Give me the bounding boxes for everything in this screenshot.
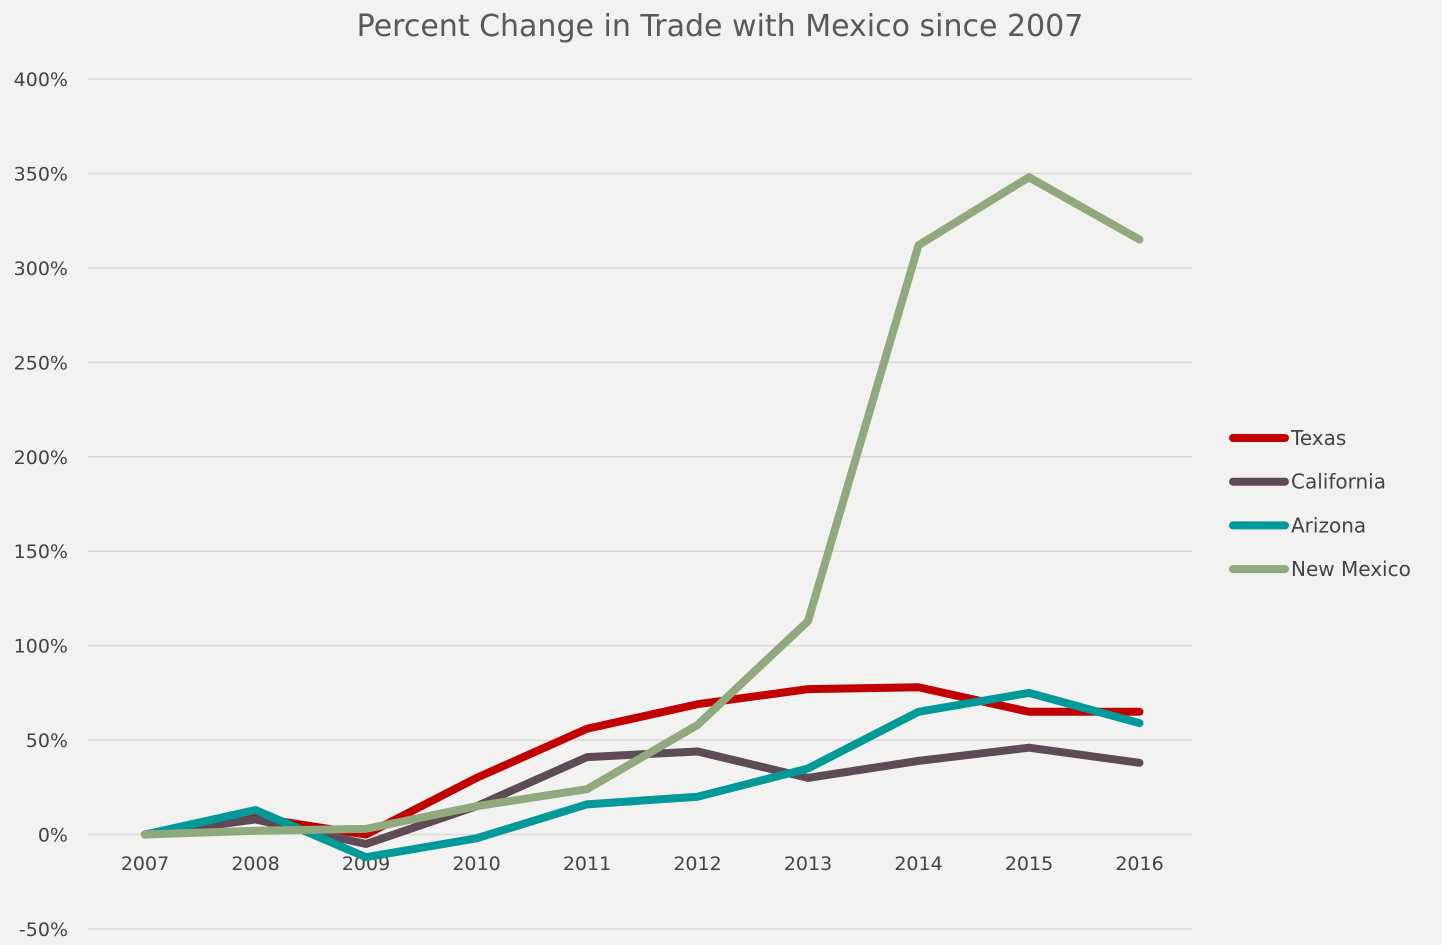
y-tick-label: 400% <box>14 69 68 91</box>
x-tick-label: 2014 <box>894 853 942 875</box>
series-lines <box>141 173 1144 862</box>
legend: Texas California Arizona New Mexico <box>1229 426 1411 581</box>
series-line-new-mexico <box>141 173 1144 839</box>
x-axis-tick-labels: 2007 2008 2009 2010 2011 2012 2013 2014 2015 2016 <box>121 853 1164 875</box>
y-tick-label: 100% <box>14 636 68 658</box>
y-tick-label: 150% <box>14 541 68 563</box>
legend-label-california: California <box>1291 470 1386 494</box>
legend-label-texas: Texas <box>1290 426 1346 450</box>
x-tick-label: 2012 <box>673 853 721 875</box>
y-tick-label: 350% <box>14 163 68 185</box>
x-tick-label: 2016 <box>1115 853 1163 875</box>
y-tick-label: 50% <box>26 730 68 752</box>
legend-label-arizona: Arizona <box>1291 513 1366 537</box>
legend-label-new-mexico: New Mexico <box>1291 557 1411 581</box>
x-tick-label: 2015 <box>1005 853 1053 875</box>
x-tick-label: 2007 <box>121 853 169 875</box>
x-tick-label: 2010 <box>452 853 500 875</box>
y-tick-label: 300% <box>14 258 68 280</box>
y-axis-tick-labels: 400% 350% 300% 250% 200% 150% 100% 50% 0% -50% <box>14 69 68 941</box>
y-tick-label: 200% <box>14 447 68 469</box>
gridlines <box>88 78 1192 930</box>
x-tick-label: 2011 <box>563 853 611 875</box>
x-tick-label: 2013 <box>784 853 832 875</box>
x-tick-label: 2008 <box>231 853 279 875</box>
y-tick-label: 0% <box>38 825 68 847</box>
chart-title: Percent Change in Trade with Mexico sinc… <box>357 9 1084 44</box>
y-tick-label: 250% <box>14 352 68 374</box>
y-tick-label: -50% <box>19 919 68 941</box>
